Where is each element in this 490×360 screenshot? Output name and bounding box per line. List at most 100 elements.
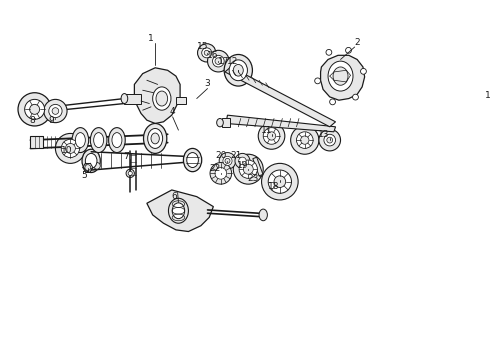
Circle shape [202, 48, 212, 58]
Circle shape [262, 163, 298, 200]
Circle shape [208, 50, 229, 72]
Circle shape [210, 163, 232, 184]
Circle shape [239, 160, 257, 178]
Ellipse shape [153, 87, 171, 110]
Text: 17: 17 [219, 57, 230, 66]
Polygon shape [134, 68, 180, 123]
Circle shape [215, 58, 221, 64]
Text: 4: 4 [170, 107, 175, 116]
Ellipse shape [82, 149, 100, 172]
Text: 15: 15 [197, 42, 208, 51]
Text: 3: 3 [205, 79, 210, 88]
Ellipse shape [328, 61, 353, 91]
Text: 14: 14 [485, 91, 490, 100]
Bar [253, 157, 263, 176]
Ellipse shape [333, 67, 348, 85]
Circle shape [353, 94, 358, 100]
Ellipse shape [147, 129, 163, 148]
Circle shape [55, 134, 85, 163]
Polygon shape [320, 55, 365, 100]
Bar [176, 97, 186, 104]
Circle shape [233, 154, 263, 184]
Text: 7: 7 [123, 152, 129, 161]
Circle shape [327, 137, 333, 143]
Ellipse shape [224, 54, 252, 86]
Circle shape [239, 157, 246, 165]
Circle shape [235, 153, 250, 168]
Ellipse shape [229, 60, 247, 81]
Text: 1: 1 [148, 34, 154, 43]
Circle shape [225, 158, 230, 163]
Circle shape [345, 48, 351, 53]
Circle shape [268, 170, 292, 193]
Circle shape [61, 139, 79, 158]
Circle shape [243, 164, 253, 174]
Circle shape [296, 132, 313, 148]
Text: 20: 20 [215, 150, 226, 159]
Circle shape [301, 136, 309, 144]
Circle shape [49, 104, 62, 118]
Polygon shape [226, 115, 336, 132]
Bar [124, 94, 141, 104]
Ellipse shape [156, 91, 168, 106]
Circle shape [315, 78, 320, 84]
Circle shape [85, 165, 91, 170]
Circle shape [213, 55, 224, 67]
Circle shape [324, 134, 336, 146]
Text: 5: 5 [82, 171, 87, 180]
Text: 22: 22 [209, 164, 220, 173]
Text: 19: 19 [237, 161, 248, 170]
Bar [221, 118, 230, 127]
Text: 6: 6 [172, 192, 177, 201]
Ellipse shape [217, 118, 223, 127]
Ellipse shape [259, 209, 268, 221]
Ellipse shape [72, 128, 89, 153]
Text: 9: 9 [49, 116, 54, 125]
Polygon shape [147, 190, 213, 231]
Ellipse shape [467, 95, 490, 166]
Ellipse shape [481, 113, 490, 148]
Text: 8: 8 [29, 116, 35, 125]
Text: 13: 13 [318, 130, 330, 139]
Circle shape [65, 143, 75, 153]
Ellipse shape [90, 128, 107, 153]
Circle shape [268, 132, 276, 140]
Polygon shape [225, 67, 336, 127]
Bar [30, 136, 43, 148]
Circle shape [223, 156, 232, 166]
Ellipse shape [183, 148, 202, 172]
Ellipse shape [85, 153, 97, 168]
Ellipse shape [151, 133, 159, 144]
Ellipse shape [121, 94, 128, 104]
Circle shape [215, 167, 227, 179]
Ellipse shape [94, 132, 103, 148]
Text: 23: 23 [247, 174, 259, 183]
Circle shape [44, 99, 67, 123]
Ellipse shape [187, 153, 198, 167]
Circle shape [326, 49, 332, 55]
Ellipse shape [233, 64, 243, 76]
Ellipse shape [172, 203, 185, 219]
Circle shape [197, 44, 216, 62]
Text: 18: 18 [269, 182, 280, 191]
Circle shape [274, 176, 286, 188]
Circle shape [24, 99, 45, 119]
Circle shape [319, 129, 341, 151]
Text: 11: 11 [261, 126, 272, 135]
Circle shape [128, 171, 132, 175]
Circle shape [94, 163, 100, 169]
Circle shape [219, 153, 236, 169]
Circle shape [204, 50, 209, 55]
Circle shape [18, 93, 51, 126]
Ellipse shape [109, 128, 125, 153]
Text: 21: 21 [230, 150, 242, 159]
Ellipse shape [144, 123, 167, 153]
Circle shape [30, 104, 40, 114]
Circle shape [361, 68, 367, 74]
Circle shape [258, 123, 285, 149]
Ellipse shape [488, 120, 490, 140]
Ellipse shape [169, 198, 189, 223]
Text: 10: 10 [60, 147, 72, 156]
Ellipse shape [472, 101, 490, 159]
Ellipse shape [75, 132, 85, 148]
